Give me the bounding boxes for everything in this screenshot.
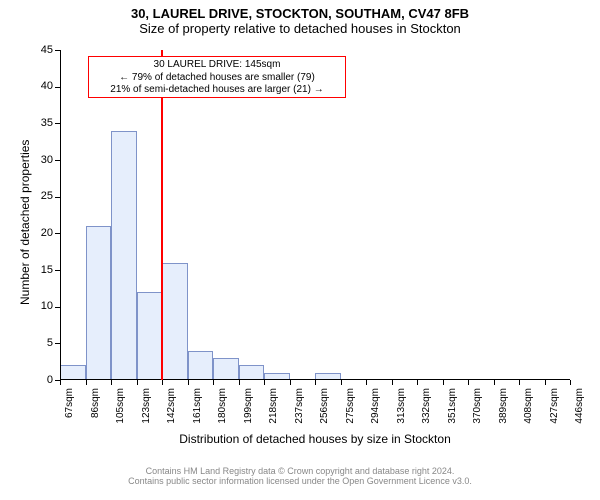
x-tick-label: 313sqm: [396, 388, 407, 438]
x-tick-label: 294sqm: [370, 388, 381, 438]
axis-bottom-line: [60, 379, 570, 380]
x-tick: [494, 380, 495, 385]
x-tick-label: 105sqm: [115, 388, 126, 438]
x-tick-label: 408sqm: [523, 388, 534, 438]
annotation-box: 30 LAUREL DRIVE: 145sqm ← 79% of detache…: [88, 56, 346, 98]
x-tick-label: 218sqm: [268, 388, 279, 438]
histogram-bar: [162, 263, 188, 380]
x-tick: [392, 380, 393, 385]
x-tick-label: 332sqm: [421, 388, 432, 438]
histogram-bar: [60, 365, 86, 380]
plot-area: 051015202530354045 67sqm86sqm105sqm123sq…: [60, 50, 570, 380]
x-tick: [519, 380, 520, 385]
x-tick-label: 351sqm: [447, 388, 458, 438]
x-tick: [545, 380, 546, 385]
histogram-bar: [213, 358, 239, 380]
footer-line2: Contains public sector information licen…: [0, 476, 600, 486]
histogram-bar: [111, 131, 137, 380]
x-tick: [111, 380, 112, 385]
x-tick: [468, 380, 469, 385]
x-tick-label: 389sqm: [498, 388, 509, 438]
x-tick: [188, 380, 189, 385]
x-tick: [366, 380, 367, 385]
x-tick: [86, 380, 87, 385]
annotation-line3: 21% of semi-detached houses are larger (…: [93, 84, 341, 97]
x-tick: [315, 380, 316, 385]
y-tick-label: 40: [25, 80, 53, 92]
y-tick-label: 5: [25, 337, 53, 349]
histogram-bar: [188, 351, 214, 380]
x-tick-label: 370sqm: [472, 388, 483, 438]
x-tick: [417, 380, 418, 385]
x-tick-label: 256sqm: [319, 388, 330, 438]
y-tick-label: 30: [25, 154, 53, 166]
x-tick: [443, 380, 444, 385]
x-tick-label: 237sqm: [294, 388, 305, 438]
x-tick-label: 123sqm: [141, 388, 152, 438]
y-tick-label: 45: [25, 44, 53, 56]
x-axis-label: Distribution of detached houses by size …: [60, 432, 570, 446]
x-tick: [137, 380, 138, 385]
x-tick: [341, 380, 342, 385]
y-tick-label: 25: [25, 190, 53, 202]
x-tick: [162, 380, 163, 385]
x-tick: [239, 380, 240, 385]
x-tick: [213, 380, 214, 385]
chart-container: 30, LAUREL DRIVE, STOCKTON, SOUTHAM, CV4…: [0, 0, 600, 500]
histogram-bar: [239, 365, 265, 380]
x-tick-label: 275sqm: [345, 388, 356, 438]
x-tick: [264, 380, 265, 385]
property-marker-line: [161, 50, 163, 380]
histogram-bars: [60, 50, 570, 380]
x-tick: [290, 380, 291, 385]
footer-note: Contains HM Land Registry data © Crown c…: [0, 466, 600, 486]
y-tick-label: 0: [25, 374, 53, 386]
y-tick-label: 10: [25, 300, 53, 312]
x-tick-label: 199sqm: [243, 388, 254, 438]
x-tick-label: 180sqm: [217, 388, 228, 438]
axis-left-line: [60, 50, 61, 380]
y-tick-label: 15: [25, 264, 53, 276]
x-tick: [570, 380, 571, 385]
annotation-line2: ← 79% of detached houses are smaller (79…: [93, 72, 341, 85]
chart-title-address: 30, LAUREL DRIVE, STOCKTON, SOUTHAM, CV4…: [0, 0, 600, 21]
annotation-line1: 30 LAUREL DRIVE: 145sqm: [93, 59, 341, 72]
histogram-bar: [137, 292, 163, 380]
x-tick-label: 86sqm: [90, 388, 101, 438]
chart-title-subtitle: Size of property relative to detached ho…: [0, 21, 600, 36]
x-tick-label: 161sqm: [192, 388, 203, 438]
footer-line1: Contains HM Land Registry data © Crown c…: [0, 466, 600, 476]
x-tick-label: 142sqm: [166, 388, 177, 438]
x-tick-label: 427sqm: [549, 388, 560, 438]
x-tick-label: 446sqm: [574, 388, 585, 438]
y-tick-label: 35: [25, 117, 53, 129]
histogram-bar: [86, 226, 112, 380]
x-tick-label: 67sqm: [64, 388, 75, 438]
x-tick: [60, 380, 61, 385]
y-tick-label: 20: [25, 227, 53, 239]
